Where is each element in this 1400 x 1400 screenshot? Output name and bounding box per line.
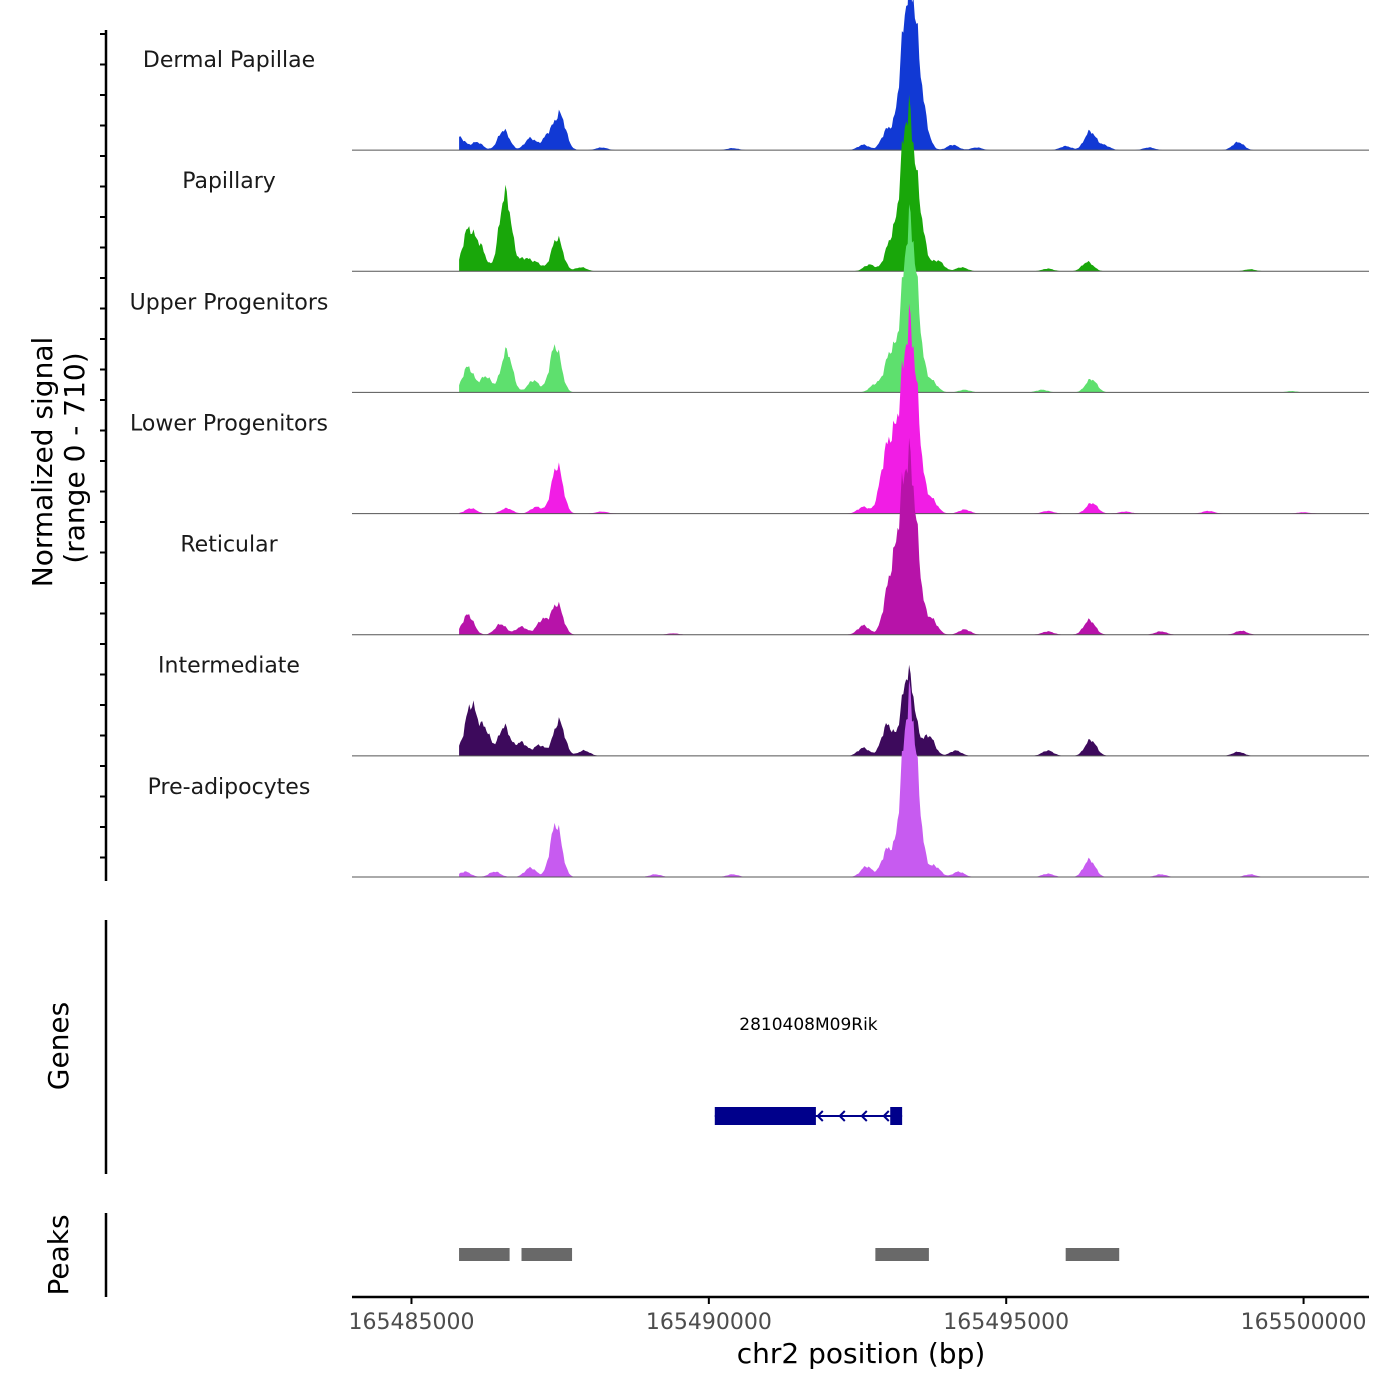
left-axis-lines	[100, 30, 108, 1297]
gene-name-label: 2810408M09Rik	[739, 1015, 878, 1035]
track-upper-progenitors: Upper Progenitors	[130, 204, 1369, 393]
signal-area	[459, 437, 1328, 635]
peaks-track-label: Peaks	[42, 1214, 75, 1295]
track-label: Pre-adipocytes	[148, 775, 311, 800]
track-label: Reticular	[180, 533, 278, 558]
gene-exon	[890, 1107, 903, 1125]
strand-arrow	[860, 1110, 868, 1122]
signal-area	[459, 664, 1328, 756]
signal-area	[459, 94, 1328, 272]
x-tick-label: 165495000	[943, 1310, 1069, 1335]
peak-region	[875, 1248, 929, 1261]
track-lower-progenitors: Lower Progenitors	[130, 303, 1369, 515]
peak-region	[521, 1248, 573, 1261]
gene-exon	[714, 1107, 816, 1125]
track-papillary: Papillary	[182, 94, 1369, 272]
signal-area	[459, 679, 1328, 877]
y-axis-subtitle: (range 0 - 710)	[58, 352, 91, 563]
track-label: Upper Progenitors	[130, 290, 329, 315]
peaks-track: Peaks	[42, 1214, 1120, 1296]
x-tick-label: 165485000	[348, 1310, 474, 1335]
track-dermal-papillae: Dermal Papillae	[143, 0, 1369, 151]
peak-region	[459, 1248, 510, 1261]
signal-area	[459, 204, 1328, 393]
signal-area	[459, 0, 1328, 151]
track-intermediate: Intermediate	[158, 654, 1369, 757]
track-pre-adipocytes: Pre-adipocytes	[148, 679, 1369, 878]
genes-track-label: Genes	[42, 1002, 75, 1090]
track-label: Papillary	[182, 169, 276, 194]
y-axis-title: Normalized signal	[26, 337, 59, 588]
strand-arrow	[816, 1110, 824, 1122]
x-tick-label: 165490000	[646, 1310, 772, 1335]
gene-track: Genes 2810408M09Rik	[42, 1002, 903, 1125]
x-axis: chr2 position (bp) 165485000 165490000 165…	[348, 1295, 1369, 1370]
track-label: Lower Progenitors	[130, 411, 328, 436]
x-tick-label: 165500000	[1241, 1310, 1367, 1335]
track-label: Intermediate	[158, 654, 300, 679]
strand-arrow	[838, 1110, 846, 1122]
peak-region	[1065, 1248, 1120, 1261]
signal-area	[459, 303, 1328, 514]
track-reticular: Reticular	[180, 437, 1369, 636]
x-axis-title: chr2 position (bp)	[737, 1337, 986, 1370]
signal-tracks: Dermal Papillae Papillary Upper Progenitor…	[130, 0, 1369, 878]
track-label: Dermal Papillae	[143, 48, 315, 73]
strand-arrow	[882, 1110, 890, 1122]
